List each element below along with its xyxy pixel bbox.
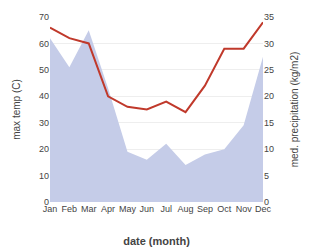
svg-text:50: 50 — [39, 65, 49, 75]
svg-text:Nov: Nov — [236, 204, 253, 214]
svg-text:May: May — [119, 204, 137, 214]
svg-text:70: 70 — [39, 12, 49, 22]
svg-text:Oct: Oct — [217, 204, 232, 214]
svg-text:Jun: Jun — [140, 204, 155, 214]
svg-text:40: 40 — [39, 91, 49, 101]
svg-text:Jan: Jan — [43, 204, 58, 214]
svg-text:date (month): date (month) — [123, 235, 190, 247]
svg-text:Dec: Dec — [255, 204, 272, 214]
svg-text:Sep: Sep — [197, 204, 213, 214]
svg-text:10: 10 — [39, 171, 49, 181]
svg-text:Jul: Jul — [160, 204, 172, 214]
svg-text:Apr: Apr — [101, 204, 115, 214]
svg-text:5: 5 — [264, 171, 269, 181]
svg-text:30: 30 — [39, 118, 49, 128]
svg-text:30: 30 — [264, 39, 274, 49]
svg-text:Aug: Aug — [178, 204, 194, 214]
svg-text:10: 10 — [264, 144, 274, 154]
svg-text:60: 60 — [39, 39, 49, 49]
svg-text:max temp (C): max temp (C) — [11, 79, 22, 140]
svg-text:Mar: Mar — [81, 204, 97, 214]
svg-text:20: 20 — [39, 144, 49, 154]
svg-text:15: 15 — [264, 118, 274, 128]
svg-text:20: 20 — [264, 91, 274, 101]
svg-text:25: 25 — [264, 65, 274, 75]
svg-text:0: 0 — [264, 197, 269, 207]
svg-text:0: 0 — [44, 197, 49, 207]
svg-text:Feb: Feb — [62, 204, 78, 214]
svg-text:35: 35 — [264, 12, 274, 22]
svg-text:med. precipitation (kg/m2): med. precipitation (kg/m2) — [289, 52, 300, 168]
